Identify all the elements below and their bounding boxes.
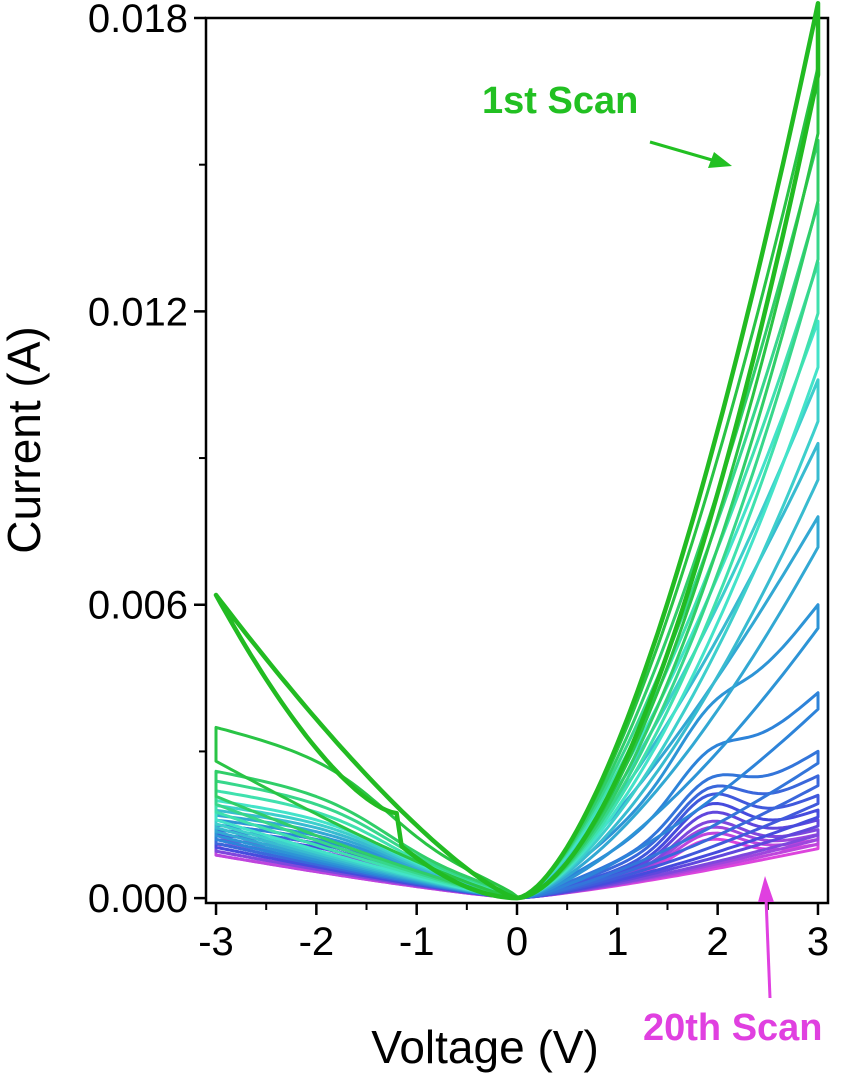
y-ticks-group: 0.000 0.006 0.012 0.018 [88, 0, 206, 921]
x-axis-title: Voltage (V) [371, 1021, 599, 1073]
x-tick-label: 0 [506, 920, 528, 964]
y-tick-label: 0.012 [88, 290, 188, 334]
scan-curve [214, 138, 820, 900]
x-tick-label: 3 [807, 920, 829, 964]
y-axis-title: Current (A) [0, 326, 50, 553]
y-tick-label: 0.006 [88, 584, 188, 628]
y-tick-label: 0.018 [88, 0, 188, 41]
scan-curve [213, 1, 821, 901]
y-tick-label: 0.000 [88, 877, 188, 921]
x-tick-label: 2 [707, 920, 729, 964]
x-tick-label: -3 [198, 920, 234, 964]
curves-group [213, 1, 821, 901]
scan-curve [214, 319, 820, 900]
twentieth-scan-arrow [758, 876, 774, 999]
x-tick-label: -1 [399, 920, 435, 964]
x-tick-label: -2 [299, 920, 335, 964]
first-scan-label: 1st Scan [482, 80, 638, 122]
x-ticks-group: -3 -2 -1 0 1 2 3 [198, 903, 829, 964]
twentieth-scan-label: 20th Scan [643, 1007, 823, 1049]
x-tick-label: 1 [606, 920, 628, 964]
first-scan-arrow [649, 140, 732, 168]
